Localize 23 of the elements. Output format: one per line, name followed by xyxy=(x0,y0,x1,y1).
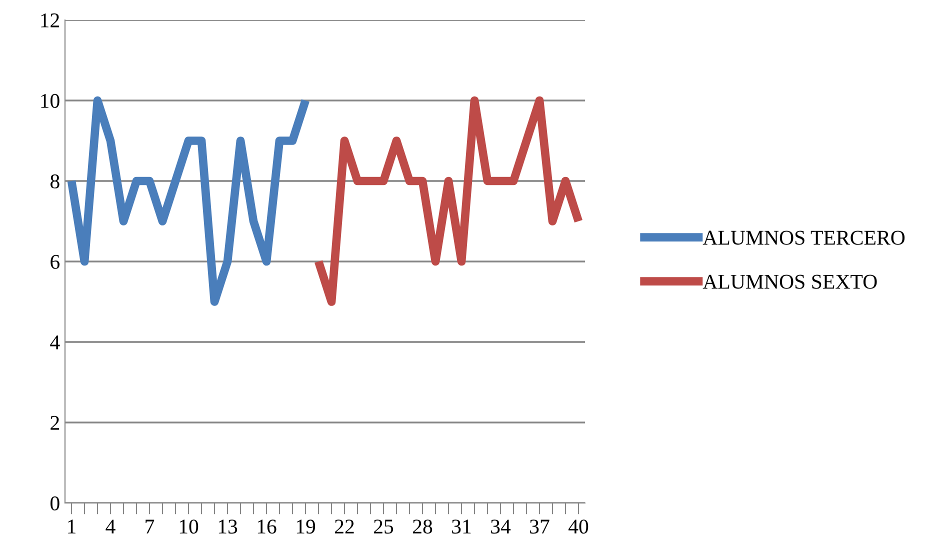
legend-label: ALUMNOS TERCERO xyxy=(702,230,905,245)
x-tick-label: 40 xyxy=(568,520,588,534)
x-tick-label: 16 xyxy=(258,520,276,534)
x-tick-label: 7 xyxy=(146,520,154,534)
y-tick-label: 8 xyxy=(50,174,60,188)
y-tick-label: 0 xyxy=(50,496,60,510)
x-tick-label: 34 xyxy=(491,520,511,534)
x-tick-label: 4 xyxy=(106,520,116,534)
x-tick-label: 13 xyxy=(218,520,238,534)
x-tick-label: 19 xyxy=(296,520,316,534)
y-tick-label: 10 xyxy=(41,94,60,108)
x-tick-label: 10 xyxy=(180,520,198,534)
y-tick-label: 2 xyxy=(50,416,59,430)
y-tick-label: 6 xyxy=(50,254,60,269)
x-tick-label: 28 xyxy=(413,520,432,534)
x-tick-label: 22 xyxy=(335,520,354,534)
y-tick-label: 4 xyxy=(50,336,60,350)
legend-label: ALUMNOS SEXTO xyxy=(702,274,877,289)
x-tick-label: 31 xyxy=(452,520,471,534)
y-tick-label: 12 xyxy=(41,13,59,28)
x-tick-label: 25 xyxy=(374,520,394,534)
x-tick-label: 37 xyxy=(530,520,550,534)
x-tick-label: 1 xyxy=(68,520,76,534)
